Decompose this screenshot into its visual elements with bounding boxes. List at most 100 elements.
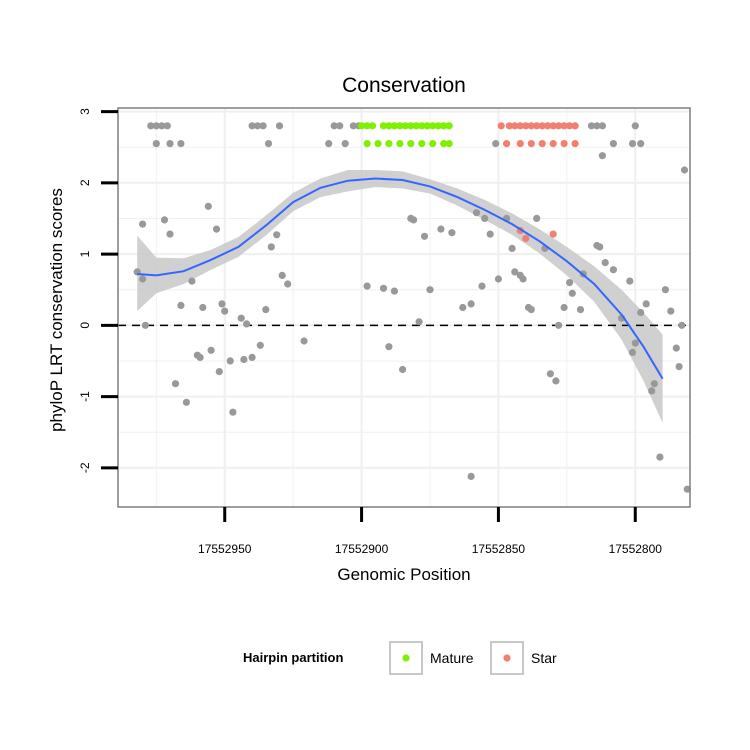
point-mature (412, 122, 420, 130)
x-tick-label: 17552900 (335, 542, 389, 556)
point-star (538, 122, 546, 130)
point-star (516, 122, 524, 130)
point-mature (429, 122, 437, 130)
point-other (139, 275, 147, 283)
point-other (598, 122, 607, 130)
point-other (259, 122, 267, 130)
point-other (363, 282, 371, 290)
point-other (160, 216, 169, 224)
point-other (264, 140, 273, 148)
point-other (256, 341, 264, 349)
x-axis-title: Genomic Position (337, 565, 470, 584)
legend-title: Hairpin partition (243, 650, 343, 665)
point-other (478, 282, 486, 290)
point-other (284, 280, 292, 288)
point-other (492, 140, 500, 148)
point-star (497, 122, 505, 130)
point-other (656, 453, 664, 461)
point-mature (434, 122, 442, 130)
point-other (177, 140, 185, 148)
point-other (609, 140, 618, 148)
point-other (631, 339, 639, 347)
point-mature (358, 122, 366, 130)
point-star (503, 140, 511, 148)
point-other (587, 122, 596, 130)
point-other (267, 243, 275, 251)
legend-dot-mature (402, 654, 410, 662)
point-other (171, 380, 180, 388)
point-star (566, 122, 574, 130)
point-other (420, 232, 429, 240)
point-other (609, 266, 618, 274)
point-mature (407, 140, 415, 148)
smooth-line-layer (137, 177, 664, 380)
point-other (598, 152, 607, 160)
point-other (139, 220, 147, 228)
point-other (593, 122, 601, 130)
point-other (472, 209, 481, 217)
point-other (415, 318, 423, 326)
point-other (262, 306, 270, 314)
point-other (568, 289, 576, 297)
confidence-ribbon (137, 170, 663, 423)
point-other (182, 398, 190, 406)
data-points (133, 122, 691, 493)
point-other (494, 275, 502, 283)
point-other (390, 287, 398, 295)
point-other (196, 353, 204, 361)
point-other (672, 344, 680, 352)
point-other (576, 306, 585, 314)
point-other (519, 275, 527, 283)
point-star (571, 140, 579, 148)
point-other (648, 387, 656, 395)
y-axis-title: phyloP LRT conservation scores (47, 188, 66, 432)
point-other (158, 122, 166, 130)
point-other (330, 122, 338, 130)
point-other (628, 140, 637, 148)
point-other (675, 363, 683, 371)
x-tick-label: 17552850 (472, 542, 526, 556)
point-other (163, 122, 171, 130)
point-other (385, 343, 393, 351)
point-other (152, 140, 160, 148)
point-other (467, 300, 475, 308)
point-other (546, 370, 555, 378)
point-other (527, 306, 535, 314)
point-star (522, 234, 530, 242)
confidence-ribbon-layer (137, 170, 663, 423)
point-other (661, 286, 670, 294)
point-mature (368, 122, 377, 130)
point-other (177, 301, 185, 309)
point-other (336, 122, 344, 130)
point-star (505, 122, 513, 130)
legend-label-mature: Mature (430, 650, 474, 666)
point-mature (401, 122, 409, 130)
point-star (549, 122, 557, 130)
point-other (212, 225, 221, 233)
legend-item-star: Star (490, 641, 557, 675)
point-other (237, 314, 245, 322)
point-other (240, 355, 248, 364)
point-other (379, 284, 388, 292)
plot-panel-border (117, 107, 691, 508)
point-other (141, 321, 149, 329)
smooth-line (137, 177, 664, 380)
point-other (218, 300, 226, 308)
point-other (448, 229, 456, 237)
y-tick-label: -1 (78, 391, 92, 402)
point-other (215, 368, 223, 376)
point-other (188, 277, 196, 285)
point-other (204, 202, 212, 210)
point-other (626, 277, 634, 285)
point-other (248, 353, 256, 361)
point-other (628, 348, 637, 356)
point-other (486, 230, 494, 238)
point-other (637, 140, 645, 148)
point-star (527, 122, 535, 130)
point-other (680, 166, 689, 174)
point-star (560, 122, 568, 130)
point-other (683, 485, 691, 493)
point-star (549, 230, 557, 238)
point-mature (418, 122, 426, 130)
